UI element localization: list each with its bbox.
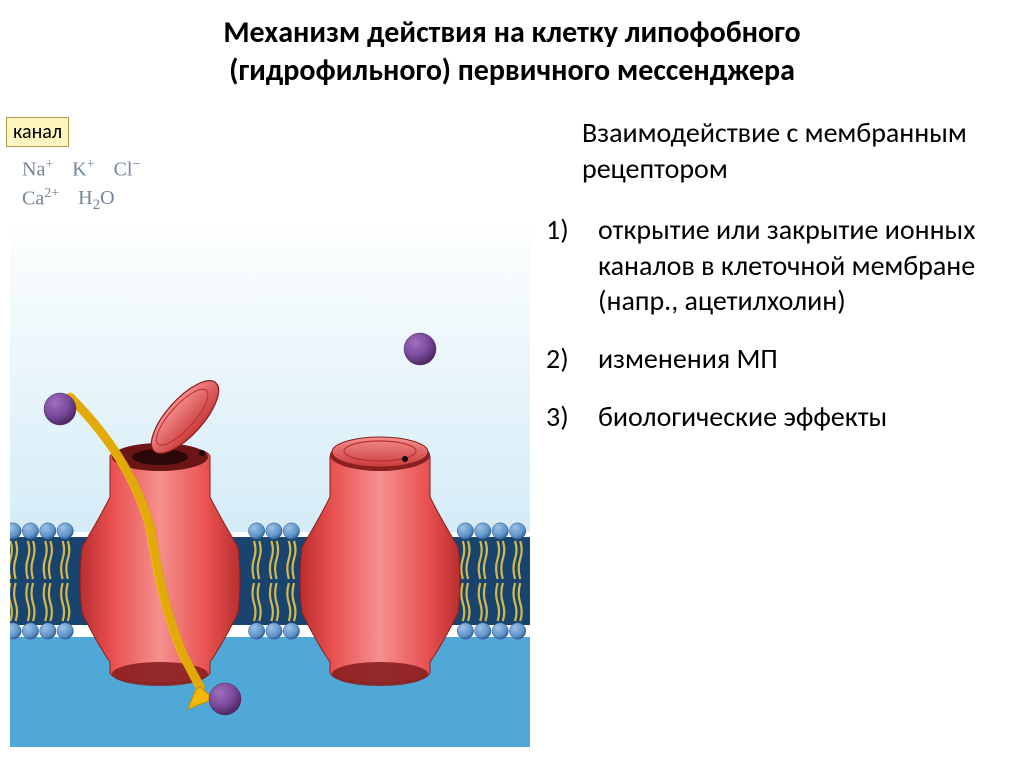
molecule-icon: [404, 333, 436, 365]
mechanism-list: открытие или закрытие ионных каналов в к…: [534, 212, 1006, 457]
text-panel: Взаимодействие с мембранным рецептором о…: [530, 97, 1024, 754]
molecule-icon: [44, 393, 76, 425]
title-line-2: (гидрофильного) первичного мессенджера: [30, 52, 994, 90]
molecule-icon: [209, 683, 241, 715]
right-heading: Взаимодействие с мембранным рецептором: [534, 115, 1006, 212]
list-item: изменения МП: [534, 341, 1006, 399]
list-item: открытие или закрытие ионных каналов в к…: [534, 212, 1006, 341]
title-line-1: Механизм действия на клетку липофобного: [30, 14, 994, 52]
membrane-diagram: [10, 97, 530, 747]
diagram-panel: канал Na+ K+ Cl− Ca2+ H2O ворота открыты…: [0, 97, 530, 754]
list-item: биологические эффекты: [534, 399, 1006, 457]
